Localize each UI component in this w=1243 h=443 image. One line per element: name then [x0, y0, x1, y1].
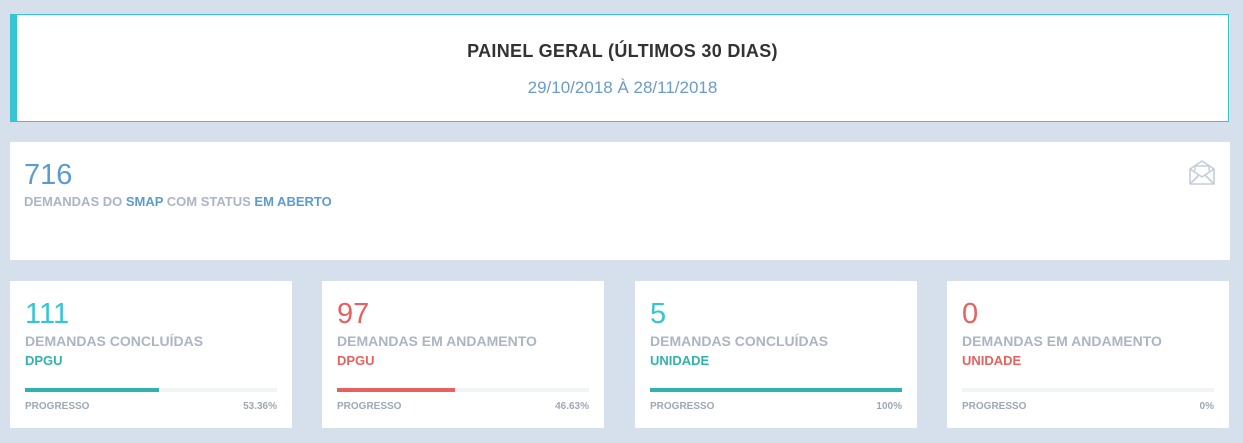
progress-value: 53.36%: [243, 401, 277, 412]
card-in-progress-unidade: 0 DEMANDAS EM ANDAMENTO UNIDADE PROGRESS…: [947, 281, 1229, 428]
card-count: 5: [650, 298, 667, 330]
card-label: DEMANDAS EM ANDAMENTO: [962, 333, 1162, 349]
status-name: EM ABERTO: [254, 194, 332, 209]
card-count: 97: [337, 298, 370, 330]
open-demands-description: DEMANDAS DO SMAP COM STATUS EM ABERTO: [24, 194, 332, 209]
card-count: 111: [25, 298, 70, 330]
progress-fill: [650, 388, 902, 392]
progress-fill: [25, 388, 160, 392]
card-sublabel: DPGU: [25, 353, 63, 368]
card-sublabel: UNIDADE: [650, 353, 710, 368]
card-completed-dpgu: 111 DEMANDAS CONCLUÍDAS DPGU PROGRESSO 5…: [10, 281, 292, 428]
progress-value: 46.63%: [555, 401, 589, 412]
card-sublabel: DPGU: [337, 353, 375, 368]
desc-prefix: DEMANDAS DO: [24, 194, 126, 209]
card-sublabel: UNIDADE: [962, 353, 1022, 368]
progress-fill: [337, 388, 455, 392]
progress-label: PROGRESSO: [650, 401, 715, 412]
progress-track: [650, 388, 902, 392]
open-demands-summary: 716 DEMANDAS DO SMAP COM STATUS EM ABERT…: [10, 142, 1230, 260]
progress-value: 100%: [876, 401, 902, 412]
card-completed-unidade: 5 DEMANDAS CONCLUÍDAS UNIDADE PROGRESSO …: [635, 281, 917, 428]
progress-track: [962, 388, 1214, 392]
card-in-progress-dpgu: 97 DEMANDAS EM ANDAMENTO DPGU PROGRESSO …: [322, 281, 604, 428]
date-range: 29/10/2018 À 28/11/2018: [527, 78, 718, 97]
open-demands-count: 716: [24, 159, 73, 191]
progress-track: [25, 388, 277, 392]
card-label: DEMANDAS CONCLUÍDAS: [650, 333, 829, 349]
progress-value: 0%: [1199, 401, 1214, 412]
progress-label: PROGRESSO: [337, 401, 402, 412]
desc-middle: COM STATUS: [163, 194, 255, 209]
card-label: DEMANDAS CONCLUÍDAS: [25, 333, 204, 349]
system-name: SMAP: [125, 194, 164, 209]
card-label: DEMANDAS EM ANDAMENTO: [337, 333, 537, 349]
dashboard-header: PAINEL GERAL (ÚLTIMOS 30 DIAS) 29/10/201…: [10, 14, 1229, 122]
card-count: 0: [962, 298, 979, 330]
progress-track: [337, 388, 589, 392]
envelope-open-icon: [1189, 160, 1215, 185]
progress-label: PROGRESSO: [962, 401, 1027, 412]
progress-label: PROGRESSO: [25, 401, 90, 412]
page-title: PAINEL GERAL (ÚLTIMOS 30 DIAS): [467, 41, 778, 61]
